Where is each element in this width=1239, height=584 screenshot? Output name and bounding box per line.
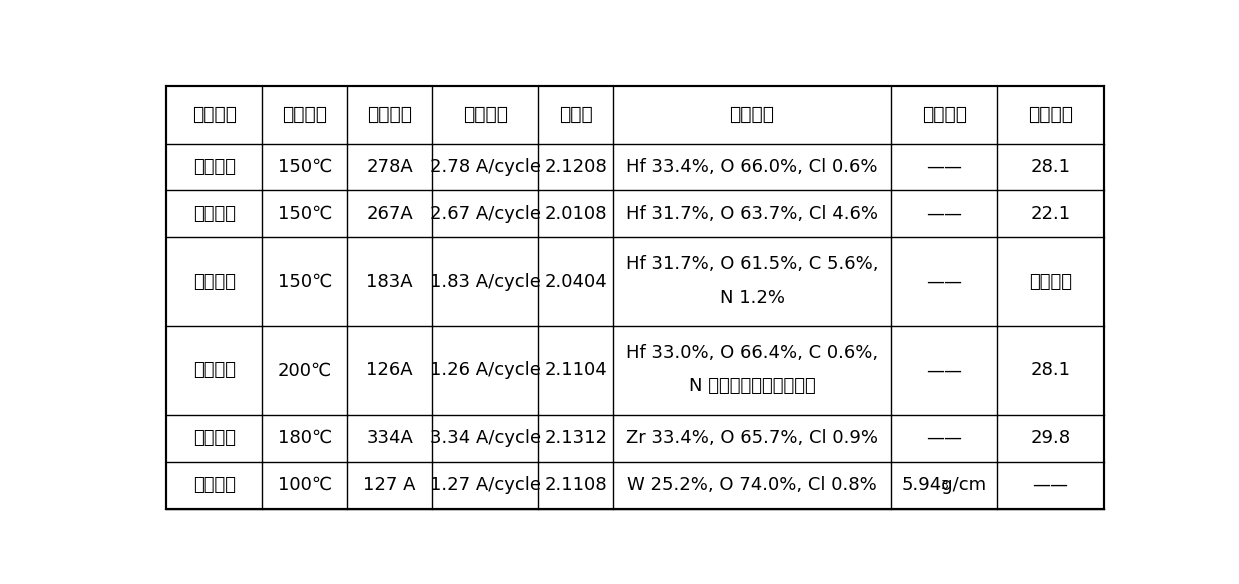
Text: Hf 33.4%, O 66.0%, Cl 0.6%: Hf 33.4%, O 66.0%, Cl 0.6% <box>626 158 877 176</box>
Text: 折射率: 折射率 <box>559 105 592 124</box>
Text: 2.1104: 2.1104 <box>544 361 607 380</box>
Text: 实施例四: 实施例四 <box>193 429 235 447</box>
Text: 150℃: 150℃ <box>278 158 332 176</box>
Text: 对比例四: 对比例四 <box>193 205 235 223</box>
Text: 3: 3 <box>940 478 948 492</box>
Text: 样品来源: 样品来源 <box>192 105 237 124</box>
Text: 介电常数: 介电常数 <box>1028 105 1073 124</box>
Text: ——: —— <box>926 205 963 223</box>
Text: 200℃: 200℃ <box>278 361 332 380</box>
Text: 无法测试: 无法测试 <box>1028 273 1072 291</box>
Text: 1.27 A/cycle: 1.27 A/cycle <box>430 476 540 494</box>
Text: 2.1108: 2.1108 <box>544 476 607 494</box>
Text: 28.1: 28.1 <box>1031 158 1070 176</box>
Text: 薄膜厚度: 薄膜厚度 <box>367 105 413 124</box>
Text: ——: —— <box>926 429 963 447</box>
Text: 元素含量: 元素含量 <box>730 105 774 124</box>
Text: 2.78 A/cycle: 2.78 A/cycle <box>430 158 540 176</box>
Text: 278A: 278A <box>367 158 413 176</box>
Text: Hf 31.7%, O 63.7%, Cl 4.6%: Hf 31.7%, O 63.7%, Cl 4.6% <box>626 205 878 223</box>
Text: 28.1: 28.1 <box>1031 361 1070 380</box>
Text: 126A: 126A <box>367 361 413 380</box>
Text: 对比例六: 对比例六 <box>193 361 235 380</box>
Text: N 的含量在探测极限之下: N 的含量在探测极限之下 <box>689 377 815 395</box>
Text: ——: —— <box>1032 476 1068 494</box>
Text: Hf 31.7%, O 61.5%, C 5.6%,: Hf 31.7%, O 61.5%, C 5.6%, <box>626 255 878 273</box>
Text: Zr 33.4%, O 65.7%, Cl 0.9%: Zr 33.4%, O 65.7%, Cl 0.9% <box>626 429 878 447</box>
Text: 对比例五: 对比例五 <box>193 273 235 291</box>
Text: 2.0404: 2.0404 <box>544 273 607 291</box>
Text: 150℃: 150℃ <box>278 273 332 291</box>
Text: 3.34 A/cycle: 3.34 A/cycle <box>430 429 541 447</box>
Text: W 25.2%, O 74.0%, Cl 0.8%: W 25.2%, O 74.0%, Cl 0.8% <box>627 476 877 494</box>
Text: 180℃: 180℃ <box>278 429 332 447</box>
Text: 150℃: 150℃ <box>278 205 332 223</box>
Text: 22.1: 22.1 <box>1031 205 1070 223</box>
Text: ——: —— <box>926 158 963 176</box>
Text: ——: —— <box>926 361 963 380</box>
Text: N 1.2%: N 1.2% <box>720 288 784 307</box>
Text: 1.26 A/cycle: 1.26 A/cycle <box>430 361 540 380</box>
Text: ——: —— <box>926 273 963 291</box>
Text: 100℃: 100℃ <box>278 476 332 494</box>
Text: 334A: 334A <box>367 429 413 447</box>
Text: 5.94g/cm: 5.94g/cm <box>902 476 986 494</box>
Text: 2.67 A/cycle: 2.67 A/cycle <box>430 205 540 223</box>
Text: 衬底温度: 衬底温度 <box>282 105 327 124</box>
Text: 2.0108: 2.0108 <box>544 205 607 223</box>
Text: 实施例三: 实施例三 <box>193 158 235 176</box>
Text: 2.1208: 2.1208 <box>544 158 607 176</box>
Text: 183A: 183A <box>367 273 413 291</box>
Text: Hf 33.0%, O 66.4%, C 0.6%,: Hf 33.0%, O 66.4%, C 0.6%, <box>626 343 878 361</box>
Text: 薄膜密度: 薄膜密度 <box>922 105 966 124</box>
Text: 127 A: 127 A <box>363 476 416 494</box>
Text: 267A: 267A <box>367 205 413 223</box>
Text: 1.83 A/cycle: 1.83 A/cycle <box>430 273 540 291</box>
Text: 实施例五: 实施例五 <box>193 476 235 494</box>
Text: 沉积速率: 沉积速率 <box>462 105 508 124</box>
Text: 29.8: 29.8 <box>1031 429 1070 447</box>
Text: 2.1312: 2.1312 <box>544 429 607 447</box>
